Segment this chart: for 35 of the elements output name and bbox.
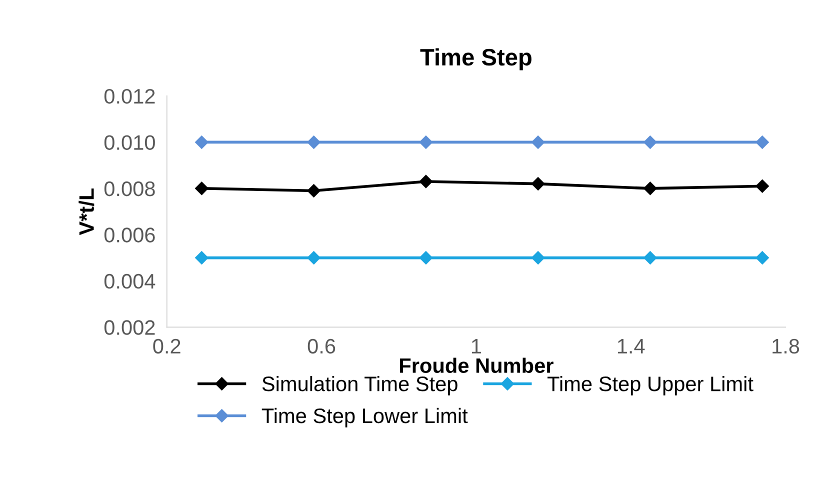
point (756, 251, 769, 264)
point (531, 136, 545, 149)
point (307, 251, 320, 264)
point (756, 136, 769, 149)
y-tick-label: 0.012 (104, 88, 155, 104)
chart-title: Time Step (420, 48, 532, 70)
point (531, 177, 545, 190)
y-tick-label: 0.010 (104, 135, 155, 150)
x-axis-title: Froude Number (400, 358, 554, 374)
point (195, 136, 208, 149)
x-tick-label: 1.4 (618, 339, 645, 354)
y-tick-label: 0.008 (104, 181, 155, 196)
x-tick-label: 1.8 (772, 338, 800, 354)
x-tick-label: 0.6 (308, 338, 336, 354)
point (419, 136, 433, 149)
y-tick-label: 0.004 (104, 274, 156, 289)
point (419, 174, 433, 188)
legend-label: Time Step Upper Limit (547, 376, 754, 396)
legend-label: Time Step Lower Limit (262, 408, 468, 428)
point (307, 136, 320, 149)
x-tick-label: 0.2 (153, 338, 180, 354)
point (419, 251, 433, 264)
x-tick-label: 1 (472, 339, 481, 354)
point (531, 251, 545, 264)
point (644, 182, 657, 196)
legend-label: Simulation Time Step (262, 376, 458, 396)
point (756, 180, 769, 193)
point (644, 251, 657, 264)
point (307, 184, 320, 198)
y-axis-title: V*t/L (78, 188, 94, 236)
y-tick-label: 0.006 (104, 228, 155, 242)
point (195, 182, 208, 196)
y-tick-label: 0.002 (104, 320, 155, 335)
point (195, 251, 208, 264)
point (644, 136, 657, 149)
